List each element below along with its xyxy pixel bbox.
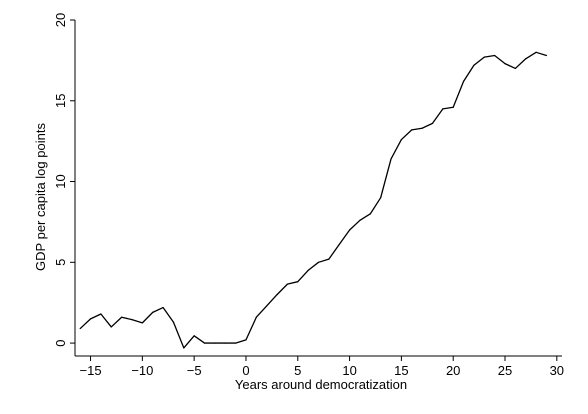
data-point <box>359 219 361 221</box>
data-point <box>152 311 154 313</box>
x-tick-label: 25 <box>498 363 512 378</box>
data-point <box>89 318 92 320</box>
data-point <box>431 122 434 124</box>
data-point <box>525 58 527 60</box>
data-point <box>276 294 278 296</box>
data-point <box>380 197 382 199</box>
data-point <box>110 326 112 328</box>
y-tick-label: 20 <box>53 13 68 27</box>
y-tick-label: 15 <box>53 94 68 108</box>
data-point <box>172 321 175 323</box>
y-tick-label: 0 <box>53 339 68 346</box>
data-point <box>400 138 402 141</box>
data-point <box>514 67 516 70</box>
data-point <box>162 306 164 309</box>
tick-marks <box>70 19 558 361</box>
data-point <box>545 54 548 57</box>
data-point <box>338 243 340 246</box>
x-tick-label: 10 <box>342 363 356 378</box>
data-point <box>494 54 496 57</box>
data-point <box>390 158 392 160</box>
series-lines <box>79 51 548 349</box>
y-tick-label: 10 <box>53 174 68 188</box>
data-point <box>369 213 371 215</box>
axes <box>74 20 562 357</box>
y-tick-label: 5 <box>53 259 68 266</box>
data-point <box>286 283 289 285</box>
x-tick-label: 15 <box>394 363 408 378</box>
data-point <box>245 339 247 341</box>
data-point <box>141 322 143 324</box>
data-point <box>473 64 475 66</box>
x-tick-label: −10 <box>131 363 153 378</box>
data-point <box>235 342 237 344</box>
data-point <box>483 56 485 58</box>
data-point <box>328 258 330 260</box>
data-point <box>317 261 320 263</box>
data-point <box>452 106 454 108</box>
y-axis-title: GDP per capita log points <box>33 123 48 271</box>
x-tick-label: 0 <box>242 363 249 378</box>
data-point <box>183 347 185 349</box>
data-point <box>121 316 123 318</box>
data-point <box>411 129 413 131</box>
data-point <box>193 335 195 337</box>
data-point <box>297 281 299 283</box>
data-point <box>421 127 423 129</box>
x-tick-label: 20 <box>446 363 460 378</box>
x-axis-title: Years around democratization <box>235 377 407 392</box>
data-point <box>307 269 309 271</box>
data-point <box>462 80 465 82</box>
data-point <box>203 342 206 344</box>
series-line <box>79 51 547 349</box>
data-point <box>535 51 537 53</box>
x-tick-label: −5 <box>187 363 202 378</box>
data-point <box>224 342 226 344</box>
x-tick-label: 5 <box>294 363 301 378</box>
data-point <box>79 327 81 330</box>
data-point <box>348 229 351 231</box>
x-tick-label: −15 <box>80 363 102 378</box>
data-point <box>266 305 268 307</box>
tick-labels: 0 5 10 15 20 −15 −10 −5 0 5 10 15 20 25 30 <box>53 13 564 378</box>
data-point <box>214 342 216 344</box>
data-point <box>442 108 444 110</box>
x-tick-label: 30 <box>550 363 564 378</box>
data-point <box>255 316 257 318</box>
data-point <box>504 63 506 65</box>
data-point <box>131 319 133 321</box>
data-point <box>100 313 102 315</box>
